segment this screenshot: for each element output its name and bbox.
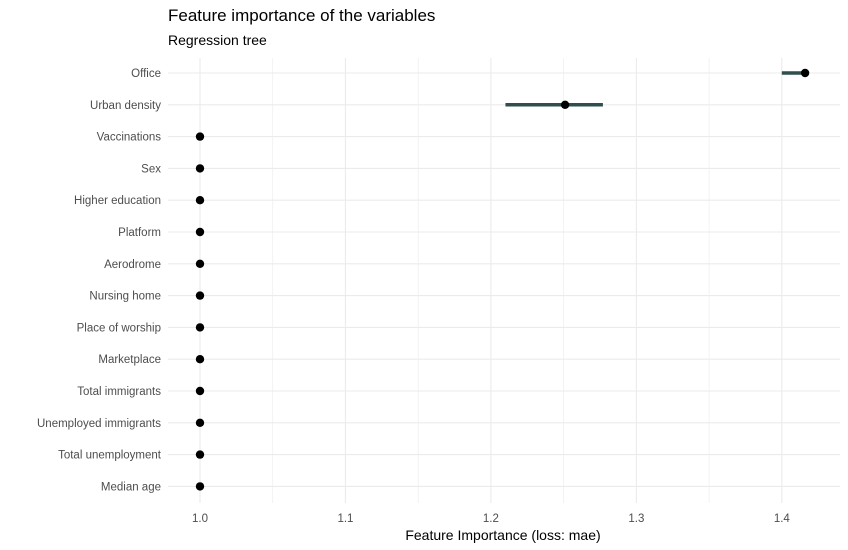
importance-point bbox=[195, 386, 205, 396]
importance-point bbox=[195, 450, 205, 459]
y-tick-label: Vaccinations bbox=[97, 132, 162, 144]
x-tick-label: 1.0 bbox=[192, 513, 208, 525]
importance-point bbox=[195, 259, 205, 268]
y-tick-label: Platform bbox=[118, 227, 161, 239]
chart-subtitle: Regression tree bbox=[168, 32, 267, 48]
importance-point bbox=[195, 132, 205, 141]
importance-point bbox=[195, 482, 205, 491]
importance-point bbox=[195, 355, 205, 364]
x-tick-label: 1.4 bbox=[774, 513, 791, 525]
interval-layer bbox=[505, 71, 806, 107]
importance-point bbox=[800, 68, 810, 78]
chart-title: Feature importance of the variables bbox=[168, 6, 436, 25]
x-tick-labels: 1.0 1.1 1.2 1.3 1.4 bbox=[192, 513, 790, 525]
grid-layer bbox=[168, 58, 840, 503]
y-tick-label: Sex bbox=[141, 163, 161, 175]
importance-point bbox=[195, 196, 205, 205]
importance-point bbox=[195, 164, 205, 173]
x-tick-label: 1.2 bbox=[483, 513, 499, 525]
importance-point bbox=[195, 291, 205, 300]
y-tick-label: Place of worship bbox=[77, 322, 161, 334]
y-tick-label: Higher education bbox=[74, 195, 161, 207]
y-tick-label: Nursing home bbox=[89, 291, 161, 303]
importance-point bbox=[560, 100, 570, 110]
y-tick-label: Total immigrants bbox=[77, 386, 161, 398]
x-axis-label: Feature Importance (loss: mae) bbox=[405, 527, 600, 543]
importance-point bbox=[195, 418, 205, 427]
y-tick-labels: Office Urban density Vaccinations Sex Higher… bbox=[37, 68, 162, 493]
point-layer bbox=[195, 68, 810, 491]
y-tick-label: Median age bbox=[101, 481, 161, 493]
importance-point bbox=[195, 227, 205, 237]
importance-point bbox=[195, 323, 205, 332]
y-tick-label: Aerodrome bbox=[104, 259, 161, 271]
x-tick-label: 1.1 bbox=[337, 513, 353, 525]
y-tick-label: Urban density bbox=[90, 100, 161, 112]
y-tick-label: Office bbox=[131, 68, 161, 80]
y-tick-label: Marketplace bbox=[98, 354, 161, 366]
x-tick-label: 1.3 bbox=[628, 513, 644, 525]
y-tick-label: Total unemployment bbox=[58, 450, 162, 462]
y-tick-label: Unemployed immigrants bbox=[37, 418, 161, 430]
